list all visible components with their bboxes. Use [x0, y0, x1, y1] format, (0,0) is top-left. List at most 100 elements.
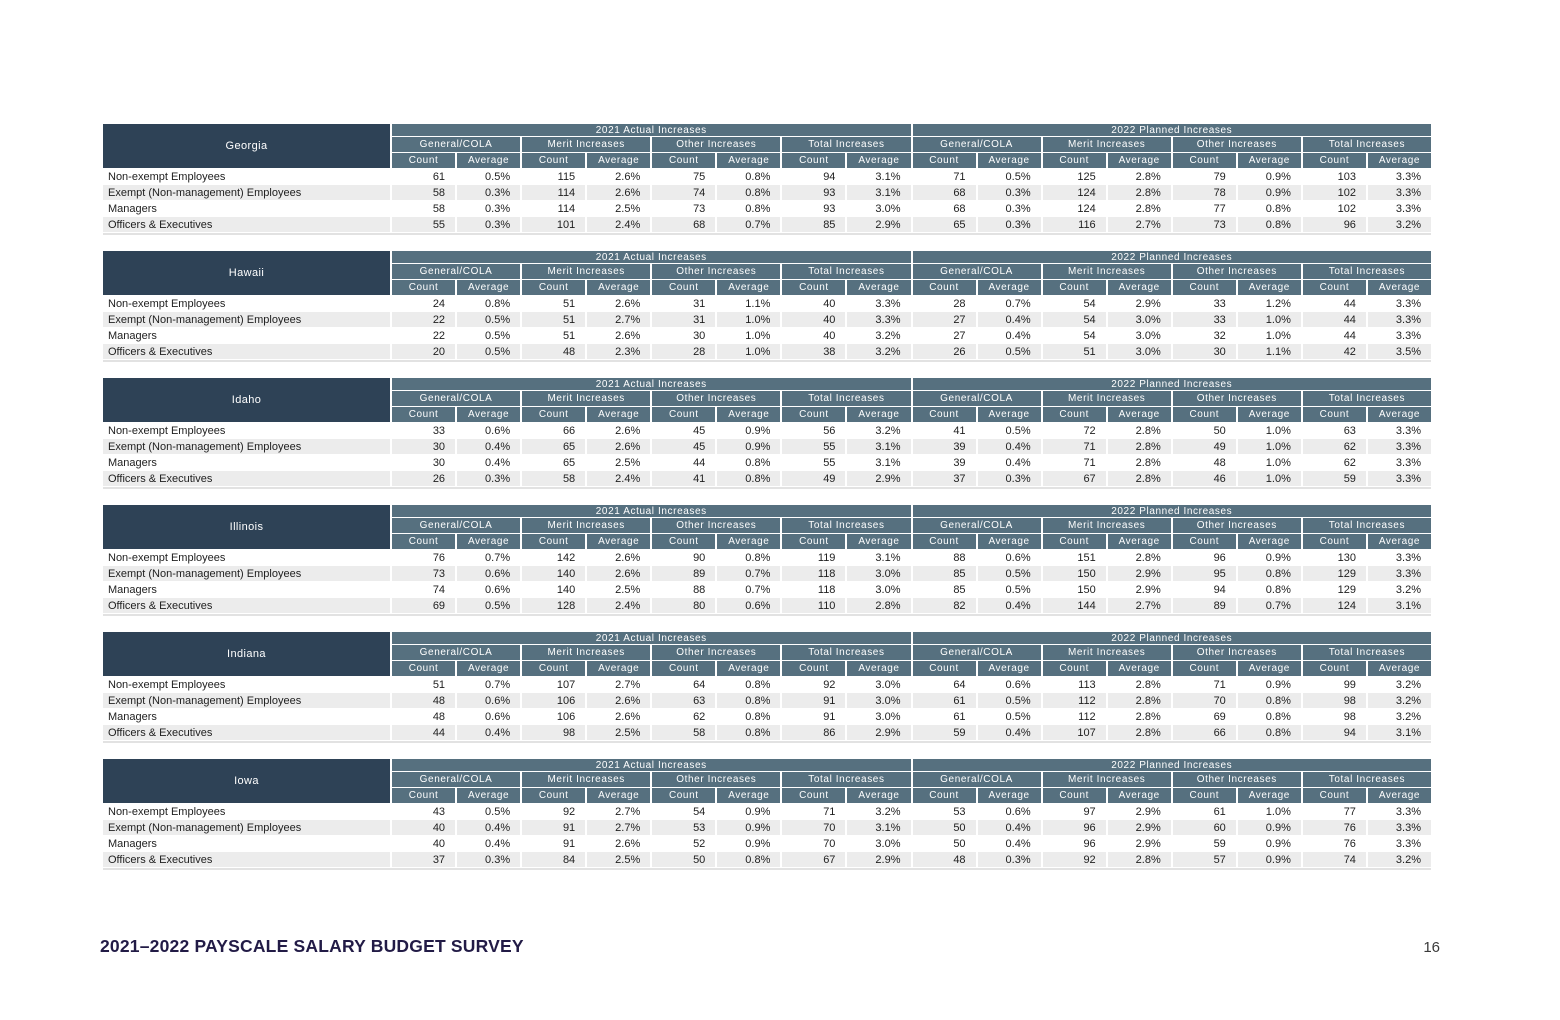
cell-average: 2.7% — [1107, 598, 1171, 613]
cell-count: 22 — [392, 328, 456, 343]
cell-count: 40 — [392, 820, 456, 835]
cell-count: 85 — [782, 217, 846, 232]
cell-count: 106 — [522, 709, 586, 724]
state-name-cell: Iowa — [103, 759, 390, 803]
cell-average: 1.0% — [1237, 471, 1301, 486]
cell-average: 3.3% — [1367, 185, 1431, 200]
cell-count: 76 — [392, 550, 456, 565]
cell-average: 2.6% — [587, 550, 651, 565]
cell-count: 124 — [1042, 185, 1106, 200]
cell-average: 0.8% — [1237, 709, 1301, 724]
metric-header: Count — [1042, 788, 1106, 803]
row-label: Exempt (Non-management) Employees — [103, 185, 390, 200]
cell-average: 0.5% — [977, 344, 1041, 359]
cell-count: 96 — [1042, 820, 1106, 835]
cell-average: 3.2% — [847, 328, 911, 343]
cell-average: 3.0% — [847, 836, 911, 851]
cell-average: 3.0% — [1107, 328, 1171, 343]
cell-average: 1.0% — [1237, 423, 1301, 438]
group-header: Merit Increases — [522, 391, 651, 406]
cell-average: 2.8% — [1107, 693, 1171, 708]
row-label: Officers & Executives — [103, 725, 390, 740]
cell-count: 50 — [912, 836, 976, 851]
cell-count: 150 — [1042, 582, 1106, 597]
group-header: Other Increases — [1172, 264, 1301, 279]
metric-header: Count — [912, 534, 976, 549]
cell-count: 52 — [652, 836, 716, 851]
cell-average: 3.1% — [847, 169, 911, 184]
metric-header: Average — [457, 661, 521, 676]
cell-average: 2.8% — [1107, 201, 1171, 216]
metric-header: Average — [457, 153, 521, 168]
cell-count: 118 — [782, 582, 846, 597]
metric-header: Count — [1042, 407, 1106, 422]
metric-header: Count — [912, 153, 976, 168]
cell-count: 88 — [912, 550, 976, 565]
cell-average: 0.3% — [457, 471, 521, 486]
metric-header: Average — [717, 153, 781, 168]
cell-average: 0.5% — [457, 804, 521, 819]
group-header: Merit Increases — [1042, 772, 1171, 787]
cell-average: 3.0% — [847, 201, 911, 216]
cell-count: 73 — [392, 566, 456, 581]
year-2021-header: 2021 Actual Increases — [392, 378, 911, 390]
metric-header: Average — [1367, 534, 1431, 549]
cell-count: 102 — [1302, 185, 1366, 200]
cell-average: 3.3% — [847, 296, 911, 311]
metric-header: Average — [1237, 534, 1301, 549]
state-table-illinois: Illinois 2021 Actual Increases 2022 Planne… — [103, 505, 1431, 616]
cell-average: 0.4% — [977, 836, 1041, 851]
metric-header: Count — [782, 788, 846, 803]
cell-average: 2.9% — [847, 217, 911, 232]
cell-count: 54 — [1042, 312, 1106, 327]
cell-average: 2.6% — [587, 693, 651, 708]
cell-average: 3.3% — [1367, 328, 1431, 343]
cell-count: 130 — [1302, 550, 1366, 565]
metric-header: Count — [912, 407, 976, 422]
cell-average: 0.8% — [1237, 693, 1301, 708]
group-header: Total Increases — [782, 137, 911, 152]
cell-count: 71 — [1172, 677, 1236, 692]
group-header: Other Increases — [652, 518, 781, 533]
cell-average: 0.6% — [457, 582, 521, 597]
cell-count: 50 — [652, 852, 716, 867]
year-2022-header: 2022 Planned Increases — [912, 251, 1431, 263]
cell-count: 31 — [652, 312, 716, 327]
cell-count: 41 — [652, 471, 716, 486]
cell-average: 2.8% — [1107, 455, 1171, 470]
cell-count: 107 — [1042, 725, 1106, 740]
cell-average: 3.3% — [1367, 439, 1431, 454]
cell-average: 2.6% — [587, 566, 651, 581]
cell-count: 112 — [1042, 693, 1106, 708]
cell-average: 3.1% — [1367, 725, 1431, 740]
cell-average: 0.8% — [717, 201, 781, 216]
metric-header: Average — [1107, 534, 1171, 549]
cell-average: 2.9% — [1107, 804, 1171, 819]
cell-count: 77 — [1172, 201, 1236, 216]
group-header: Other Increases — [1172, 772, 1301, 787]
metric-header: Count — [1042, 661, 1106, 676]
cell-count: 50 — [912, 820, 976, 835]
cell-count: 45 — [652, 423, 716, 438]
cell-average: 0.8% — [717, 471, 781, 486]
cell-average: 2.9% — [1107, 836, 1171, 851]
cell-count: 73 — [652, 201, 716, 216]
cell-count: 98 — [1302, 709, 1366, 724]
cell-average: 1.0% — [1237, 328, 1301, 343]
cell-count: 44 — [392, 725, 456, 740]
cell-average: 0.5% — [977, 582, 1041, 597]
state-table-georgia: Georgia 2021 Actual Increases 2022 Planned… — [103, 124, 1431, 235]
cell-average: 2.5% — [587, 725, 651, 740]
year-2022-header: 2022 Planned Increases — [912, 759, 1431, 771]
metric-header: Count — [782, 661, 846, 676]
cell-average: 1.1% — [1237, 344, 1301, 359]
cell-count: 31 — [652, 296, 716, 311]
metric-header: Average — [587, 788, 651, 803]
cell-count: 74 — [652, 185, 716, 200]
cell-count: 40 — [782, 328, 846, 343]
cell-average: 1.1% — [717, 296, 781, 311]
row-label: Exempt (Non-management) Employees — [103, 820, 390, 835]
row-label: Managers — [103, 709, 390, 724]
cell-average: 0.5% — [457, 169, 521, 184]
